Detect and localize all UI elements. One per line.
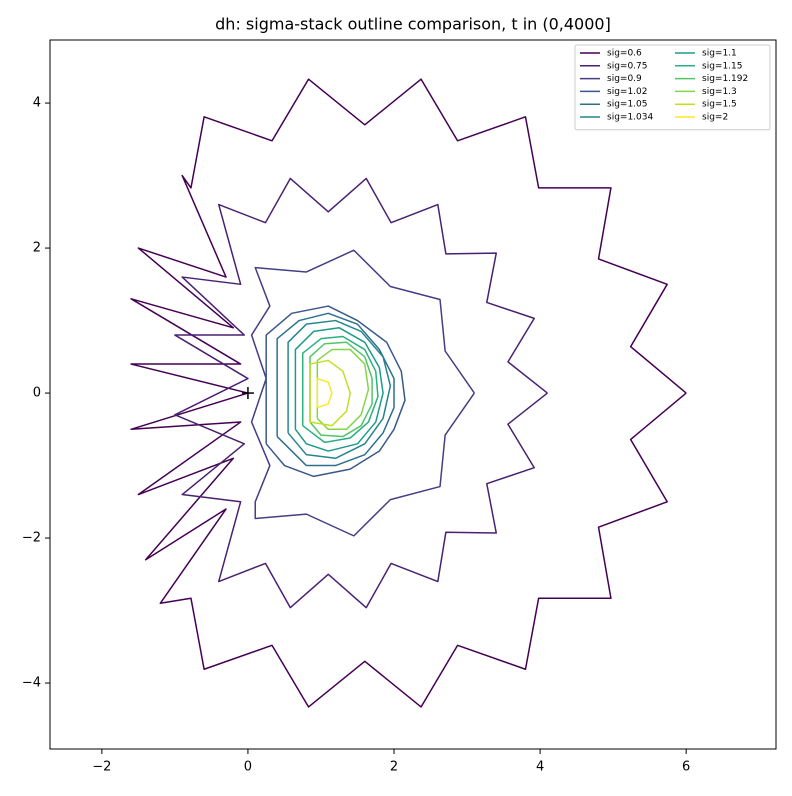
legend-label: sig=1.3 xyxy=(702,87,737,97)
y-tick-label: −4 xyxy=(22,676,41,691)
x-tick-label: 0 xyxy=(244,760,252,775)
legend-label: sig=0.9 xyxy=(607,74,642,84)
series-line xyxy=(130,78,687,708)
x-tick-label: 6 xyxy=(682,760,690,775)
y-tick-label: 2 xyxy=(33,241,41,256)
series-line xyxy=(174,177,548,609)
legend-label: sig=1.1 xyxy=(702,49,737,59)
plot-frame xyxy=(49,39,777,750)
x-tick-label: 4 xyxy=(536,760,544,775)
legend-label: sig=1.192 xyxy=(702,74,748,84)
series-line xyxy=(250,249,475,537)
series-line xyxy=(265,305,406,478)
x-tick-label: 2 xyxy=(390,760,398,775)
legend-label: sig=2 xyxy=(702,113,728,123)
series-line xyxy=(301,335,379,444)
y-tick-label: 0 xyxy=(33,386,41,401)
legend-box xyxy=(574,44,771,131)
legend-label: sig=1.034 xyxy=(607,113,653,123)
y-tick-label: −2 xyxy=(22,531,41,546)
legend-label: sig=1.05 xyxy=(607,100,647,110)
series-line xyxy=(316,348,370,431)
series-line xyxy=(287,319,392,460)
series-line xyxy=(309,341,373,438)
legend: sig=0.6 sig=0.75 sig=0.9 sig=1.02 sig=1.05 si… xyxy=(574,44,771,131)
x-tick-label: −2 xyxy=(92,760,111,775)
series-line xyxy=(316,377,333,409)
chart-title: dh: sigma-stack outline comparison, t in… xyxy=(215,15,611,34)
series-line xyxy=(276,312,395,467)
legend-label: sig=1.02 xyxy=(607,87,647,97)
series-line xyxy=(309,359,351,427)
y-tick-label: 4 xyxy=(33,96,41,111)
legend-label: sig=0.75 xyxy=(607,61,647,71)
series-line xyxy=(294,327,384,452)
legend-label: sig=0.6 xyxy=(607,49,642,59)
legend-label: sig=1.5 xyxy=(702,100,737,110)
legend-label: sig=1.15 xyxy=(702,61,742,71)
